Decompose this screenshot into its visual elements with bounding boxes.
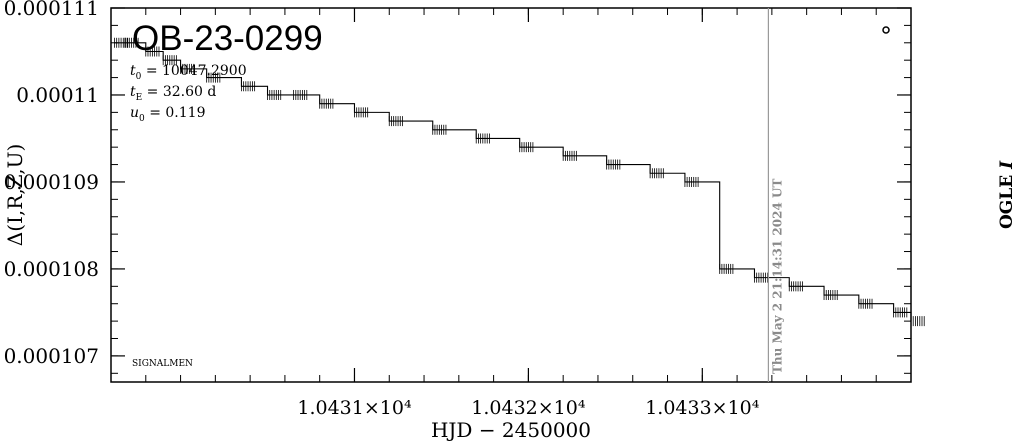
- y-tick-labels: 0.000111 0.00011 0.000109 0.000108 0.000107: [4, 0, 99, 368]
- parameter-list: t0 = 10047.2900 tE = 32.60 d u0 = 0.119: [130, 63, 247, 124]
- footer-note: SIGNALMEN: [132, 359, 193, 369]
- axis-ticks: [110, 7, 911, 382]
- parameter-2: u0 = 0.119: [130, 105, 205, 124]
- parameter-0: t0 = 10047.2900: [130, 63, 247, 82]
- x-tick-label: 1.0432×10⁴: [471, 397, 586, 419]
- series-layer: [114, 37, 925, 327]
- series-line: [114, 42, 912, 322]
- chart-title: OB-23-0299: [132, 19, 323, 58]
- x-tick-label: 1.0431×10⁴: [297, 397, 412, 419]
- y-tick-label: 0.000108: [4, 257, 99, 281]
- x-tick-labels: 1.0431×10⁴ 1.0432×10⁴ 1.0433×10⁴: [297, 397, 759, 419]
- side-label: OGLE I: [997, 160, 1014, 229]
- marker-circle: [882, 26, 890, 34]
- plot-frame: [110, 7, 912, 383]
- x-tick-label: 1.0433×10⁴: [645, 397, 760, 419]
- y-tick-label: 0.000109: [4, 170, 99, 194]
- x-axis-label: HJD − 2450000: [431, 418, 591, 441]
- timestamp-label: Thu May 2 21:14:31 2024 UT: [770, 179, 784, 374]
- y-axis-label: Δ(I,R,Z,U): [3, 144, 27, 246]
- parameter-1: tE = 32.60 d: [130, 84, 216, 103]
- y-tick-label: 0.00011: [16, 83, 99, 107]
- y-tick-label: 0.000107: [4, 344, 99, 368]
- y-tick-label: 0.000111: [4, 0, 99, 20]
